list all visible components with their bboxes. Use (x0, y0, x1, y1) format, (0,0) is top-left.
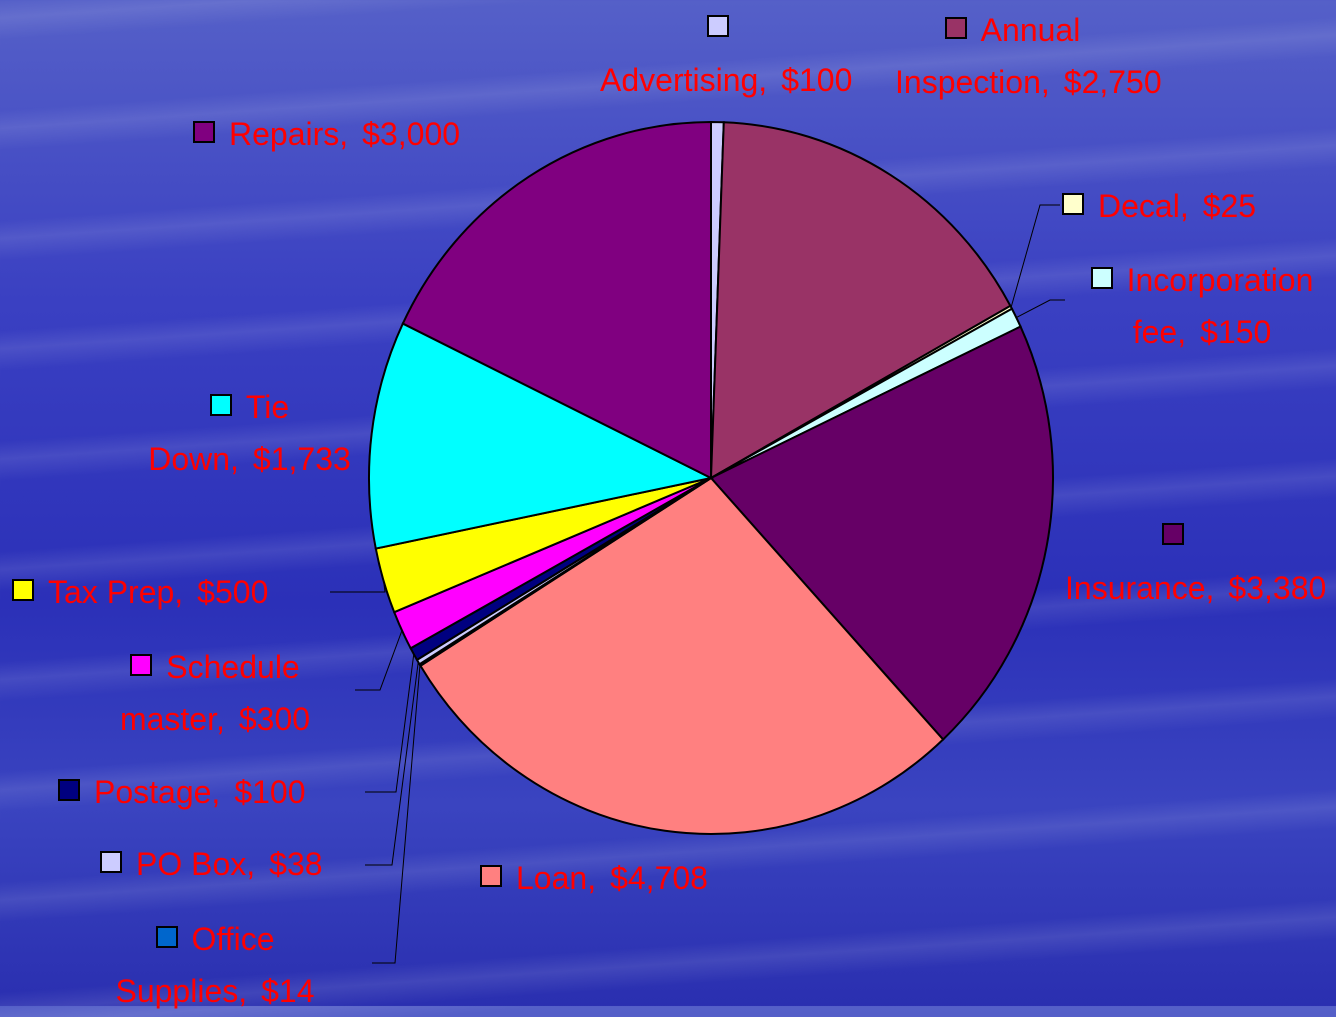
category-label: Loan, (516, 860, 596, 896)
legend-swatch (480, 865, 502, 887)
data-label: Insurance,$3,380 (1065, 510, 1295, 614)
value-label: $1,733 (253, 441, 351, 477)
value-label: $4,708 (610, 860, 708, 896)
legend-swatch (100, 851, 122, 873)
data-label: Loan, $4,708 (480, 852, 780, 904)
category-label: Insurance, (1065, 570, 1214, 606)
value-label: $3,380 (1228, 570, 1326, 606)
value-label: $2,750 (1064, 64, 1162, 100)
value-label: $500 (197, 574, 268, 610)
data-label: Incorporation fee,$150 (1068, 254, 1336, 358)
page: (() => { const data = JSON.parse(documen… (0, 0, 1336, 1006)
category-label: Advertising, (600, 62, 767, 98)
leader-line (365, 662, 418, 865)
legend-swatch (1062, 193, 1084, 215)
legend-swatch (12, 579, 34, 601)
data-label: Tax Prep, $500 (12, 566, 352, 618)
data-label: Postage, $100 (58, 766, 378, 818)
legend-swatch (193, 121, 215, 143)
legend-swatch (210, 394, 232, 416)
data-label: PO Box, $38 (100, 838, 390, 890)
data-label: Repairs, $3,000 (193, 108, 533, 160)
legend-swatch (1162, 523, 1184, 545)
legend-swatch (945, 17, 967, 39)
category-label: Repairs, (229, 116, 348, 152)
data-label: Annual Inspection,$2,750 (895, 4, 1130, 108)
legend-swatch (1091, 267, 1113, 289)
category-label: Tax Prep, (48, 574, 183, 610)
data-label: Tie Down,$1,733 (142, 381, 357, 485)
leader-line (1016, 300, 1065, 318)
legend-swatch (156, 926, 178, 948)
value-label: $100 (781, 62, 852, 98)
category-label: Decal, (1098, 188, 1189, 224)
value-label: $25 (1203, 188, 1256, 224)
value-label: $150 (1200, 314, 1271, 350)
data-label: Advertising, $100 (600, 2, 850, 106)
legend-swatch (707, 15, 729, 37)
category-label: PO Box, (136, 846, 255, 882)
value-label: $3,000 (362, 116, 460, 152)
category-label: Postage, (94, 774, 220, 810)
value-label: $38 (269, 846, 322, 882)
data-label: Office Supplies,$14 (55, 913, 375, 1017)
category-label: Annual Inspection, (895, 12, 1080, 100)
category-label: Office Supplies, (115, 921, 274, 1009)
value-label: $100 (234, 774, 305, 810)
leader-line (1011, 205, 1060, 307)
data-label: Schedule master,$300 (70, 641, 360, 745)
leader-line (372, 665, 420, 963)
legend-swatch (58, 779, 80, 801)
value-label: $14 (261, 973, 314, 1009)
value-label: $300 (239, 701, 310, 737)
leader-line (355, 630, 402, 690)
legend-swatch (130, 654, 152, 676)
data-label: Decal, $25 (1062, 180, 1336, 232)
